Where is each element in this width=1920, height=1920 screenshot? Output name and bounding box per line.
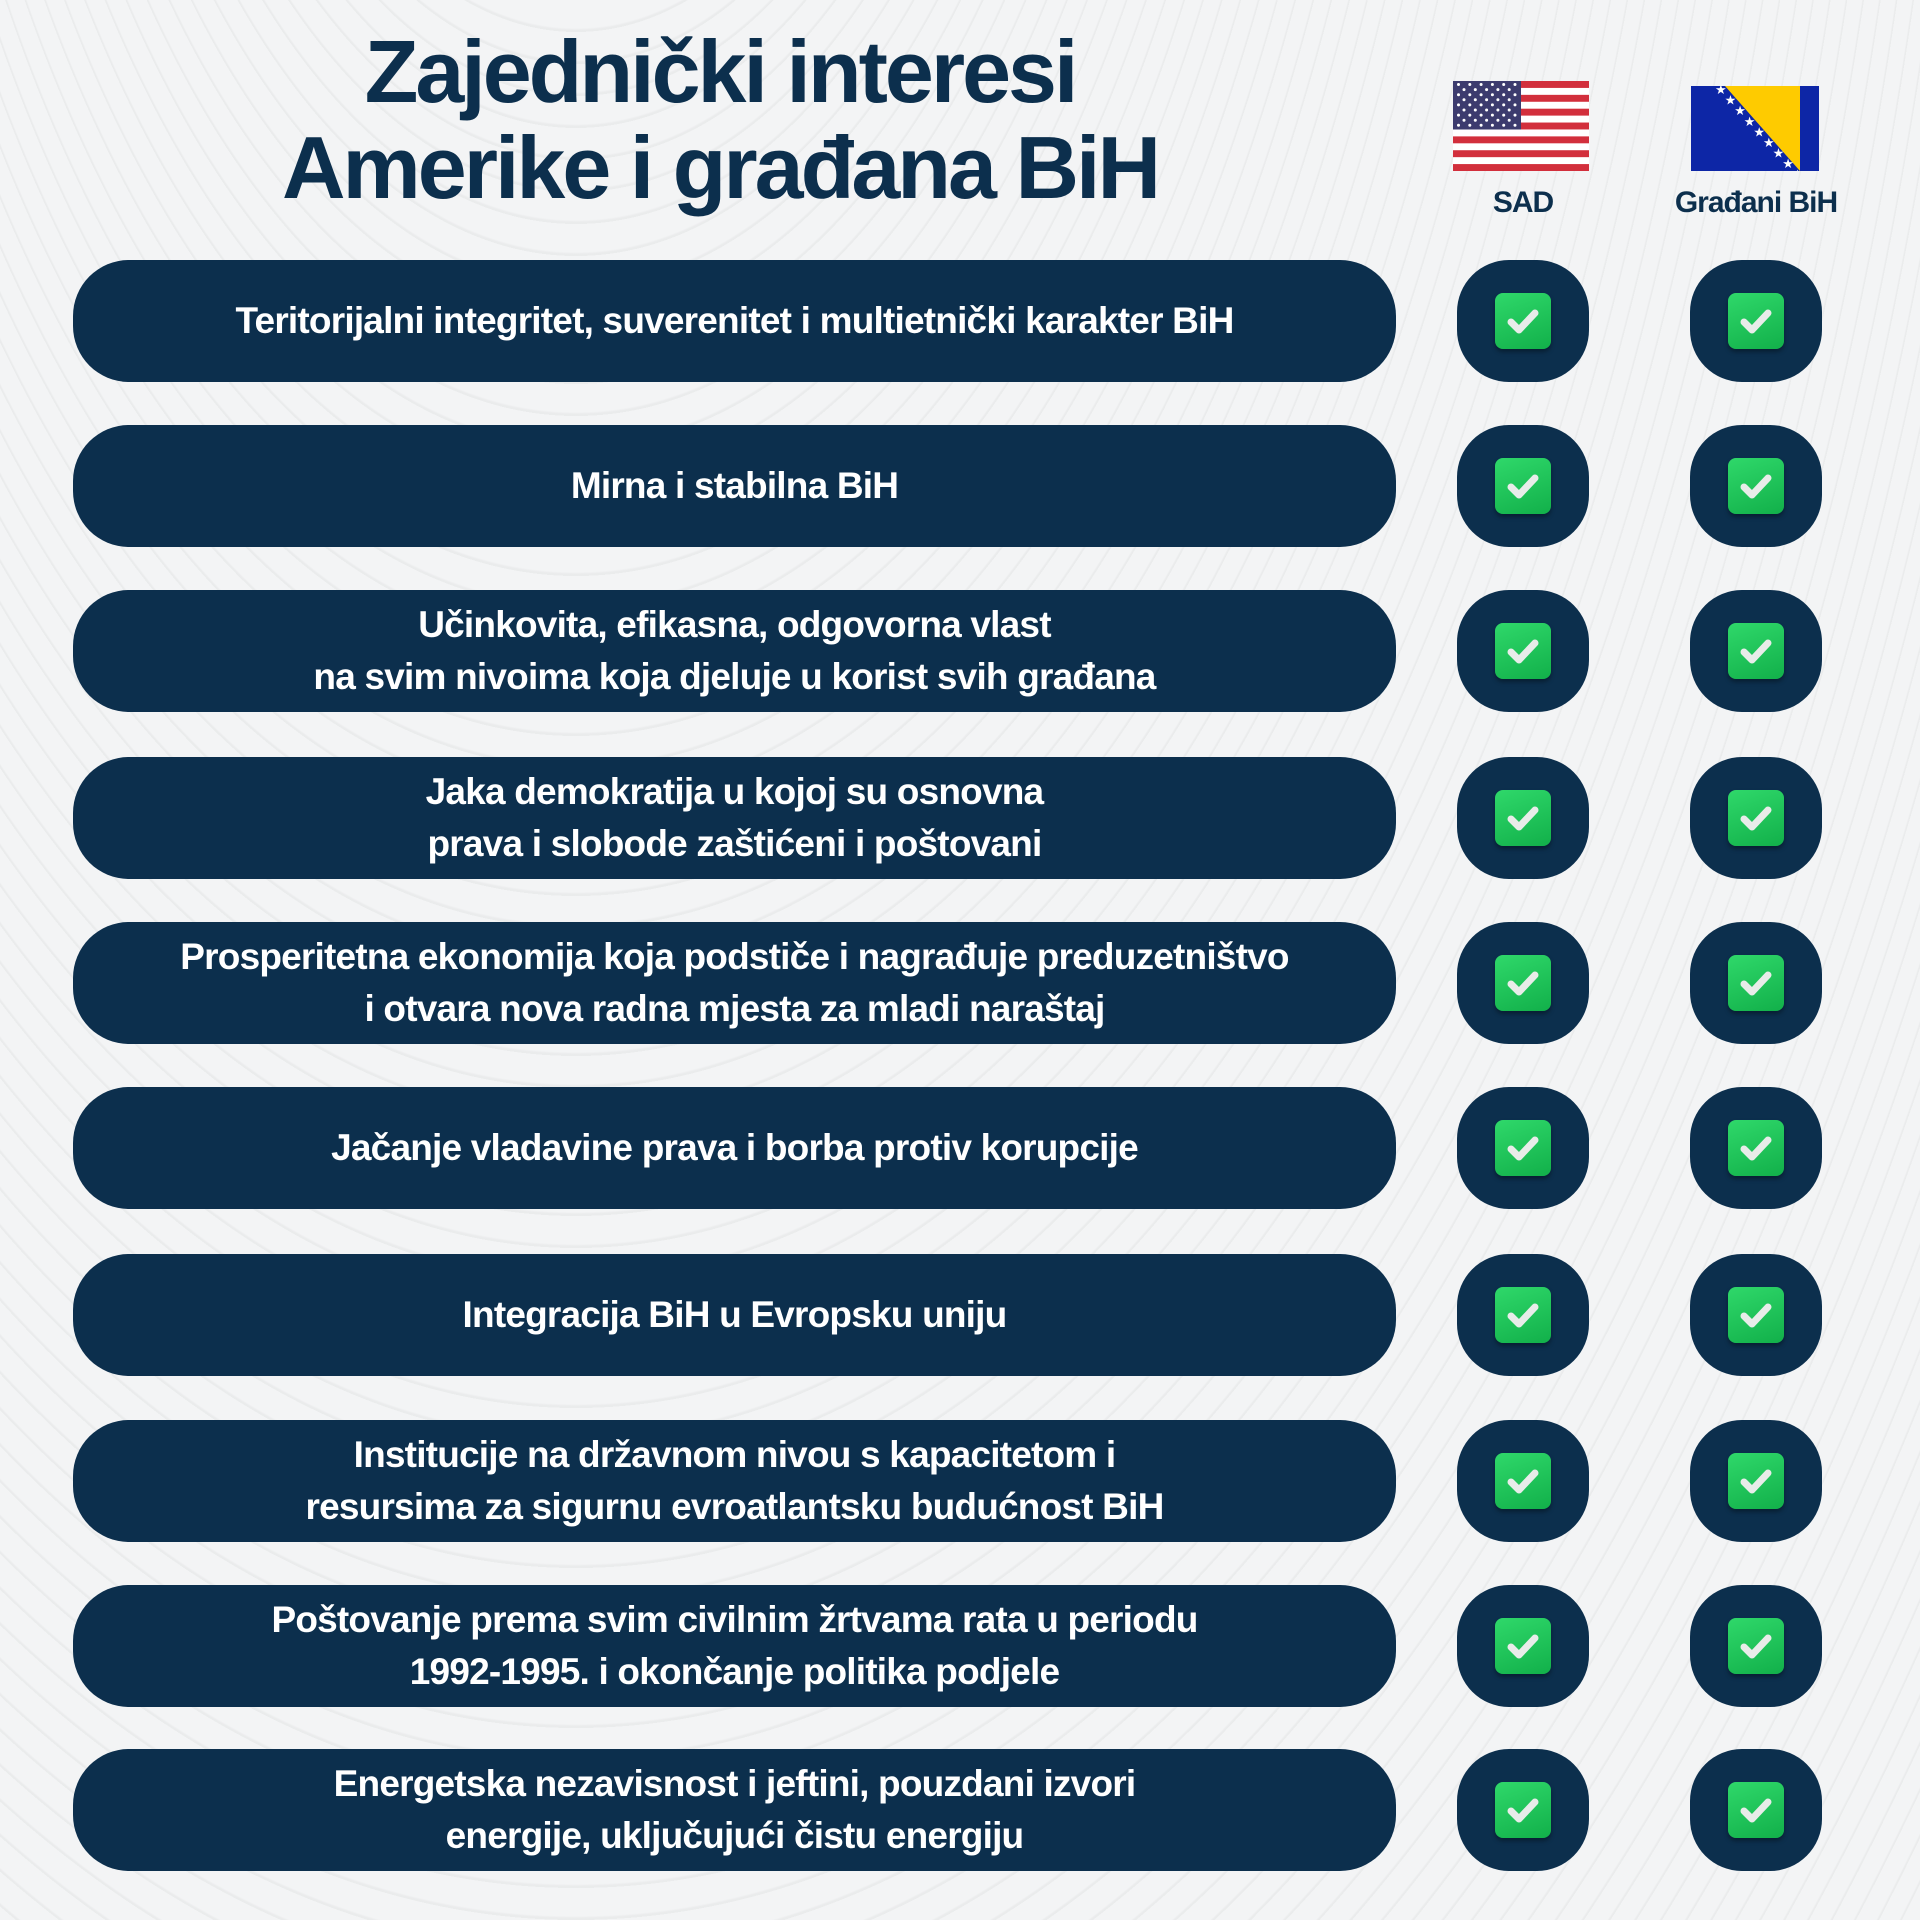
svg-text:★: ★ xyxy=(1715,86,1727,98)
check-cell-bih xyxy=(1690,757,1822,879)
interest-row: Teritorijalni integritet, suverenitet i … xyxy=(0,260,1920,382)
interest-text: Jaka demokratija u kojoj su osnovna prav… xyxy=(73,757,1396,879)
checkmark-icon xyxy=(1495,1453,1551,1509)
interest-row: Učinkovita, efikasna, odgovorna vlast na… xyxy=(0,590,1920,712)
check-cell-bih xyxy=(1690,425,1822,547)
interest-row: Prosperitetna ekonomija koja podstiče i … xyxy=(0,922,1920,1044)
checkmark-icon xyxy=(1728,1287,1784,1343)
checkmark-icon xyxy=(1728,1782,1784,1838)
checkmark-icon xyxy=(1728,1120,1784,1176)
interest-text: Mirna i stabilna BiH xyxy=(73,425,1396,547)
interest-text: Jačanje vladavine prava i borba protiv k… xyxy=(73,1087,1396,1209)
interest-row: Integracija BiH u Evropsku uniju xyxy=(0,1254,1920,1376)
checkmark-icon xyxy=(1728,1453,1784,1509)
check-cell-sad xyxy=(1457,1087,1589,1209)
title-line-2: Amerike i građana BiH xyxy=(282,118,1161,217)
interest-row: Energetska nezavisnost i jeftini, pouzda… xyxy=(0,1749,1920,1871)
check-cell-sad xyxy=(1457,1420,1589,1542)
checkmark-icon xyxy=(1495,790,1551,846)
check-cell-bih xyxy=(1690,1087,1822,1209)
svg-text:★: ★ xyxy=(1753,125,1765,140)
checkmark-icon xyxy=(1728,458,1784,514)
interest-text: Poštovanje prema svim civilnim žrtvama r… xyxy=(73,1585,1396,1707)
check-cell-bih xyxy=(1690,1585,1822,1707)
interest-text: Energetska nezavisnost i jeftini, pouzda… xyxy=(73,1749,1396,1871)
check-cell-bih xyxy=(1690,260,1822,382)
checkmark-icon xyxy=(1728,623,1784,679)
interest-text: Prosperitetna ekonomija koja podstiče i … xyxy=(73,922,1396,1044)
checkmark-icon xyxy=(1728,955,1784,1011)
svg-text:★: ★ xyxy=(1792,168,1804,171)
checkmark-icon xyxy=(1728,1618,1784,1674)
page-title: Zajednički interesi Amerike i građana Bi… xyxy=(180,24,1260,216)
svg-text:★: ★ xyxy=(1725,94,1737,109)
interest-text: Učinkovita, efikasna, odgovorna vlast na… xyxy=(73,590,1396,712)
check-cell-sad xyxy=(1457,922,1589,1044)
interest-text: Institucije na državnom nivou s kapacite… xyxy=(73,1420,1396,1542)
svg-text:★: ★ xyxy=(1734,104,1746,119)
checkmark-icon xyxy=(1728,790,1784,846)
interest-row: Jaka demokratija u kojoj su osnovna prav… xyxy=(0,757,1920,879)
check-cell-bih xyxy=(1690,1254,1822,1376)
bih-flag-icon: ★★★★★★★★★ xyxy=(1691,86,1819,171)
us-flag-icon xyxy=(1453,81,1589,171)
interest-row: Poštovanje prema svim civilnim žrtvama r… xyxy=(0,1585,1920,1707)
check-cell-sad xyxy=(1457,1254,1589,1376)
checkmark-icon xyxy=(1495,1120,1551,1176)
checkmark-icon xyxy=(1495,1782,1551,1838)
column-label-gradjani-bih: Građani BiH xyxy=(1674,186,1838,219)
svg-text:★: ★ xyxy=(1744,115,1756,130)
check-cell-sad xyxy=(1457,425,1589,547)
checkmark-icon xyxy=(1495,1287,1551,1343)
title-line-1: Zajednički interesi xyxy=(364,22,1079,121)
check-cell-bih xyxy=(1690,922,1822,1044)
interest-row: Institucije na državnom nivou s kapacite… xyxy=(0,1420,1920,1542)
interest-text: Teritorijalni integritet, suverenitet i … xyxy=(73,260,1396,382)
check-cell-sad xyxy=(1457,590,1589,712)
svg-text:★: ★ xyxy=(1773,147,1785,162)
checkmark-icon xyxy=(1495,1618,1551,1674)
svg-text:★: ★ xyxy=(1782,157,1794,171)
check-cell-bih xyxy=(1690,590,1822,712)
check-cell-sad xyxy=(1457,1585,1589,1707)
check-cell-sad xyxy=(1457,1749,1589,1871)
checkmark-icon xyxy=(1495,623,1551,679)
check-cell-bih xyxy=(1690,1420,1822,1542)
column-label-sad: SAD xyxy=(1492,186,1554,219)
checkmark-icon xyxy=(1728,293,1784,349)
check-cell-bih xyxy=(1690,1749,1822,1871)
interest-text: Integracija BiH u Evropsku uniju xyxy=(73,1254,1396,1376)
svg-text:★: ★ xyxy=(1763,136,1775,151)
interest-row: Mirna i stabilna BiH xyxy=(0,425,1920,547)
check-cell-sad xyxy=(1457,260,1589,382)
checkmark-icon xyxy=(1495,293,1551,349)
checkmark-icon xyxy=(1495,458,1551,514)
check-cell-sad xyxy=(1457,757,1589,879)
interest-row: Jačanje vladavine prava i borba protiv k… xyxy=(0,1087,1920,1209)
checkmark-icon xyxy=(1495,955,1551,1011)
